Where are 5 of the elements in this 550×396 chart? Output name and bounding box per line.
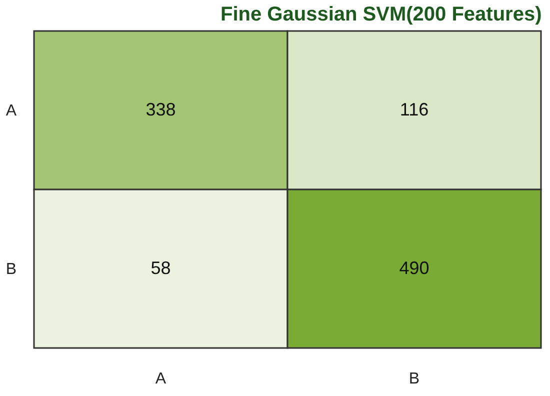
- data-label: 338: [146, 99, 176, 120]
- chart-title: Fine Gaussian SVM(200 Features): [220, 3, 542, 26]
- data-label: 490: [399, 258, 430, 278]
- data-label: 58: [150, 258, 171, 278]
- data-label: 116: [400, 99, 429, 120]
